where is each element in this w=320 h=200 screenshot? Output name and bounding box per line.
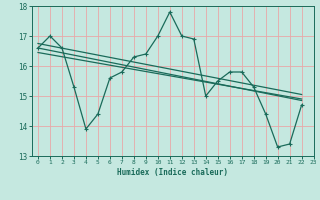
X-axis label: Humidex (Indice chaleur): Humidex (Indice chaleur) (117, 168, 228, 177)
